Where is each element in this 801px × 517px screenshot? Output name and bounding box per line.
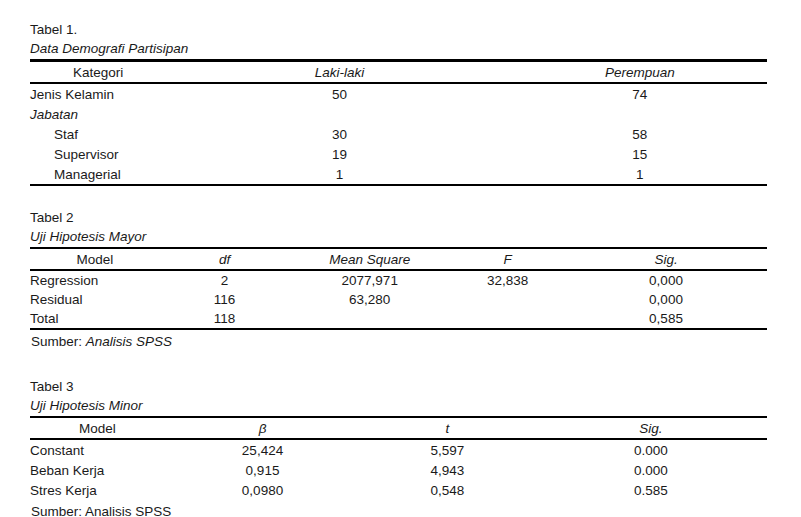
table-row: Jenis Kelamin5074 [30, 83, 767, 104]
cell-value: 50 [166, 83, 512, 104]
column-header: Model [30, 417, 165, 439]
cell-value: 0.000 [535, 439, 767, 460]
cell-value: 15 [513, 144, 767, 164]
row-label: Constant [30, 439, 165, 460]
table-2-section: Tabel 2 Uji Hipotesis Mayor ModeldfMean … [30, 208, 767, 351]
column-header: Laki-laki [166, 61, 512, 84]
table-1-section: Tabel 1. Data Demografi Partisipan Kateg… [30, 20, 767, 186]
row-label: Supervisor [30, 144, 166, 164]
row-label: Jenis Kelamin [30, 83, 166, 104]
table-row: Supervisor1915 [30, 144, 767, 164]
row-label: Managerial [30, 164, 166, 185]
column-header: Perempuan [513, 61, 767, 84]
column-header: t [360, 417, 535, 439]
cell-value: 32,838 [450, 270, 565, 290]
document-page: { "page": { "background": "#ffffff", "te… [0, 0, 801, 517]
column-header: Sig. [535, 417, 767, 439]
source-text: Analisis SPSS [85, 504, 171, 517]
row-label: Stres Kerja [30, 480, 165, 500]
cell-value: 118 [160, 309, 290, 329]
table-row: Regression22077,97132,8380,000 [30, 270, 767, 290]
cell-value: 30 [166, 124, 512, 144]
table-3-section: Tabel 3 Uji Hipotesis Minor ModelβtSig.C… [30, 377, 767, 517]
table-row: Managerial11 [30, 164, 767, 185]
column-header: F [450, 248, 565, 270]
row-label: Total [30, 309, 160, 329]
cell-value: 0,915 [165, 460, 360, 480]
column-header: β [165, 417, 360, 439]
cell-value: 0.585 [535, 480, 767, 500]
column-header: Model [30, 248, 160, 270]
major-hypothesis-table: ModeldfMean SquareFSig.Regression22077,9… [30, 247, 767, 330]
row-label: Residual [30, 290, 160, 309]
table-row: Staf3058 [30, 124, 767, 144]
row-label: Staf [30, 124, 166, 144]
cell-value: 2 [160, 270, 290, 290]
demographics-table: KategoriLaki-lakiPerempuanJenis Kelamin5… [30, 59, 767, 186]
cell-value [166, 104, 512, 124]
cell-value: 1 [513, 164, 767, 185]
column-header: Mean Square [289, 248, 450, 270]
header-row: ModeldfMean SquareFSig. [30, 248, 767, 270]
cell-value [450, 290, 565, 309]
table-row: Total118 0,585 [30, 309, 767, 329]
column-header: Sig. [565, 248, 767, 270]
table-row: Residual11663,280 0,000 [30, 290, 767, 309]
table-1-subtitle: Data Demografi Partisipan [30, 39, 767, 59]
cell-value: 25,424 [165, 439, 360, 460]
table-3-source: Sumber: Analisis SPSS [30, 500, 767, 517]
row-label: Regression [30, 270, 160, 290]
cell-value: 0.000 [535, 460, 767, 480]
table-3-title: Tabel 3 [30, 377, 767, 396]
column-header: Kategori [30, 61, 166, 84]
cell-value: 19 [166, 144, 512, 164]
cell-value: 1 [166, 164, 512, 185]
table-row: Jabatan [30, 104, 767, 124]
cell-value: 0,585 [565, 309, 767, 329]
source-prefix: Sumber: [31, 334, 86, 349]
minor-hypothesis-table: ModelβtSig.Constant25,4245,5970.000Beban… [30, 416, 767, 500]
cell-value: 58 [513, 124, 767, 144]
cell-value: 5,597 [360, 439, 535, 460]
table-3-subtitle: Uji Hipotesis Minor [30, 396, 767, 416]
source-text: Analisis SPSS [86, 334, 172, 349]
table-row: Beban Kerja0,9154,9430.000 [30, 460, 767, 480]
row-label: Beban Kerja [30, 460, 165, 480]
table-2-subtitle: Uji Hipotesis Mayor [30, 227, 767, 247]
cell-value: 0,548 [360, 480, 535, 500]
cell-value: 4,943 [360, 460, 535, 480]
cell-value: 116 [160, 290, 290, 309]
cell-value [513, 104, 767, 124]
cell-value: 0,000 [565, 290, 767, 309]
row-label: Jabatan [30, 104, 166, 124]
table-2-source: Sumber: Analisis SPSS [30, 330, 767, 351]
page-container: Tabel 1. Data Demografi Partisipan Kateg… [0, 0, 767, 517]
source-prefix: Sumber: [31, 504, 85, 517]
table-2-title: Tabel 2 [30, 208, 767, 227]
cell-value: 63,280 [289, 290, 450, 309]
header-row: KategoriLaki-lakiPerempuan [30, 61, 767, 84]
table-1-title: Tabel 1. [30, 20, 767, 39]
cell-value [450, 309, 565, 329]
cell-value: 0,0980 [165, 480, 360, 500]
cell-value: 0,000 [565, 270, 767, 290]
header-row: ModelβtSig. [30, 417, 767, 439]
table-row: Constant25,4245,5970.000 [30, 439, 767, 460]
cell-value [289, 309, 450, 329]
table-row: Stres Kerja0,09800,5480.585 [30, 480, 767, 500]
column-header: df [160, 248, 290, 270]
cell-value: 74 [513, 83, 767, 104]
cell-value: 2077,971 [289, 270, 450, 290]
